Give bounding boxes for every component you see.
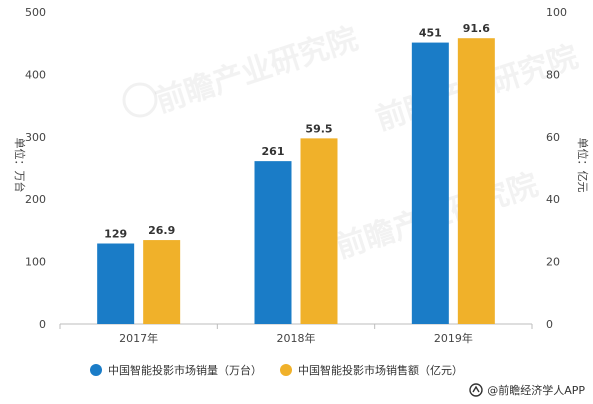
y-left-tick-label: 400 [25, 68, 46, 81]
bar-sales-revenue [457, 38, 495, 324]
data-label: 261 [262, 145, 285, 158]
svg-text:前瞻产业研究院: 前瞻产业研究院 [152, 21, 363, 119]
bar-sales-revenue [143, 240, 181, 324]
y-left-tick-label: 0 [39, 318, 46, 331]
y-right-tick-label: 20 [546, 256, 560, 269]
legend-label-sales-revenue: 中国智能投影市场销售额（亿元） [298, 364, 463, 377]
legend-item-sales-revenue: 中国智能投影市场销售额（亿元） [280, 362, 463, 378]
y-left-tick-label: 200 [25, 193, 46, 206]
y-right-tick-label: 80 [546, 68, 560, 81]
y-right-tick-label: 0 [546, 318, 553, 331]
y-right-tick-label: 100 [546, 6, 567, 19]
bar-sales-volume [254, 161, 292, 324]
x-tick-label: 2017年 [119, 331, 158, 345]
data-label: 451 [419, 27, 442, 40]
bar-sales-volume [411, 42, 449, 325]
data-label: 59.5 [305, 122, 332, 135]
legend-item-sales-volume: 中国智能投影市场销量（万台） [90, 362, 262, 378]
bar-sales-revenue [300, 138, 338, 324]
data-label: 26.9 [148, 224, 175, 237]
legend-label-sales-volume: 中国智能投影市场销量（万台） [108, 364, 262, 377]
bar-sales-volume [97, 243, 135, 324]
y-left-tick-label: 100 [25, 256, 46, 269]
y-axis-left-title: 单位：万台 [13, 138, 27, 193]
data-label: 129 [104, 228, 127, 241]
watermark-text: 前瞻产业研究院 前瞻产业研究院 前瞻产业研究院 [152, 21, 583, 265]
y-right-tick-label: 60 [546, 131, 560, 144]
y-left-tick-label: 500 [25, 6, 46, 19]
legend-swatch-orange [280, 364, 292, 376]
y-axis-right-title: 单位：亿元 [576, 138, 590, 193]
x-tick-label: 2019年 [434, 331, 473, 345]
data-label: 91.6 [463, 22, 490, 35]
x-tick-label: 2018年 [277, 331, 316, 345]
y-right-tick-label: 40 [546, 193, 560, 206]
y-left-tick-label: 300 [25, 131, 46, 144]
credit-text: @前瞻经济学人APP [487, 384, 585, 397]
legend-swatch-blue [90, 364, 102, 376]
legend: 中国智能投影市场销量（万台） 中国智能投影市场销售额（亿元） [90, 360, 550, 380]
brand-logo-icon [469, 383, 483, 397]
source-credit: @前瞻经济学人APP [469, 382, 585, 398]
